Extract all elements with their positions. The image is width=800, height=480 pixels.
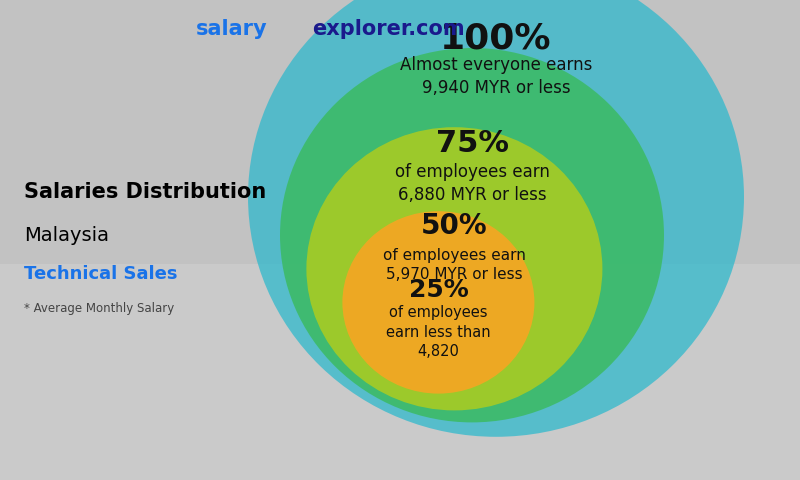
Ellipse shape bbox=[280, 48, 664, 422]
Ellipse shape bbox=[248, 0, 744, 437]
Text: 100%: 100% bbox=[440, 22, 552, 55]
Text: explorer.com: explorer.com bbox=[312, 19, 465, 39]
Text: 25%: 25% bbox=[409, 278, 468, 302]
Text: of employees earn
5,970 MYR or less: of employees earn 5,970 MYR or less bbox=[383, 248, 526, 282]
Text: Malaysia: Malaysia bbox=[24, 226, 109, 245]
Text: Almost everyone earns
9,940 MYR or less: Almost everyone earns 9,940 MYR or less bbox=[400, 56, 592, 97]
Text: * Average Monthly Salary: * Average Monthly Salary bbox=[24, 301, 174, 315]
Text: of employees earn
6,880 MYR or less: of employees earn 6,880 MYR or less bbox=[394, 163, 550, 204]
Ellipse shape bbox=[306, 127, 602, 410]
Text: Technical Sales: Technical Sales bbox=[24, 264, 178, 283]
Text: 75%: 75% bbox=[435, 130, 509, 158]
Text: 50%: 50% bbox=[421, 212, 488, 240]
Text: salary: salary bbox=[196, 19, 268, 39]
Text: Salaries Distribution: Salaries Distribution bbox=[24, 182, 266, 202]
FancyBboxPatch shape bbox=[0, 264, 800, 480]
Text: of employees
earn less than
4,820: of employees earn less than 4,820 bbox=[386, 305, 490, 359]
Ellipse shape bbox=[342, 211, 534, 394]
